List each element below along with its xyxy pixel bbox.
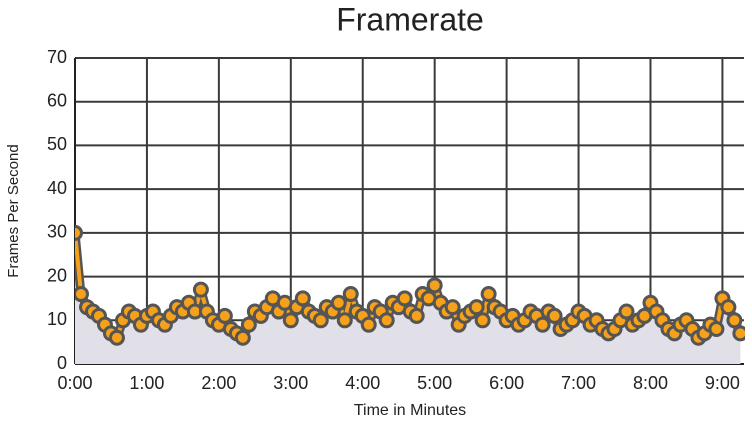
data-point	[330, 294, 347, 311]
y-tick-label: 10	[47, 309, 67, 329]
data-point	[396, 290, 413, 307]
data-point	[732, 325, 745, 342]
data-point	[444, 299, 461, 316]
x-tick-label: 3:00	[273, 373, 308, 393]
data-point	[240, 316, 257, 333]
x-tick-label: 7:00	[561, 373, 596, 393]
data-point	[726, 312, 743, 329]
y-tick-label: 50	[47, 134, 67, 154]
data-point	[342, 286, 359, 303]
data-point	[75, 224, 83, 241]
x-tick-label: 9:00	[705, 373, 740, 393]
area-fill	[75, 232, 741, 364]
data-point	[294, 290, 311, 307]
x-axis-label: Time in Minutes	[354, 402, 466, 419]
y-tick-label: 30	[47, 222, 67, 242]
data-point	[312, 312, 329, 329]
y-tick-label: 60	[47, 90, 67, 110]
data-point	[282, 312, 299, 329]
data-point	[192, 281, 209, 298]
data-point	[618, 303, 635, 320]
x-tick-label: 1:00	[129, 373, 164, 393]
x-tick-label: 5:00	[417, 373, 452, 393]
data-point	[360, 316, 377, 333]
data-point	[378, 312, 395, 329]
y-tick-label: 70	[47, 47, 67, 67]
data-point	[408, 307, 425, 324]
data-point	[534, 316, 551, 333]
data-point	[480, 286, 497, 303]
data-point	[426, 277, 443, 294]
data-point	[108, 329, 125, 346]
data-point	[234, 329, 251, 346]
y-tick-label: 0	[57, 353, 67, 373]
x-tick-label: 6:00	[489, 373, 524, 393]
data-point	[336, 312, 353, 329]
y-tick-label: 40	[47, 178, 67, 198]
data-point	[720, 299, 737, 316]
x-tick-label: 2:00	[201, 373, 236, 393]
data-point	[708, 321, 725, 338]
x-tick-label: 8:00	[633, 373, 668, 393]
data-point	[216, 307, 233, 324]
data-point	[468, 299, 485, 316]
data-point	[546, 307, 563, 324]
x-tick-label: 4:00	[345, 373, 380, 393]
tick-labels: 0 10 20 30 40 50 60 70 0:00 1:00 2:00 3:00 4:00 5:00 6…	[47, 47, 740, 393]
chart-title: Framerate	[336, 1, 484, 37]
y-tick-label: 20	[47, 265, 67, 285]
y-axis-label: Frames Per Second	[5, 144, 22, 277]
data-point	[75, 286, 89, 303]
plot-area	[75, 224, 745, 364]
data-point	[474, 312, 491, 329]
x-tick-label: 0:00	[57, 373, 92, 393]
